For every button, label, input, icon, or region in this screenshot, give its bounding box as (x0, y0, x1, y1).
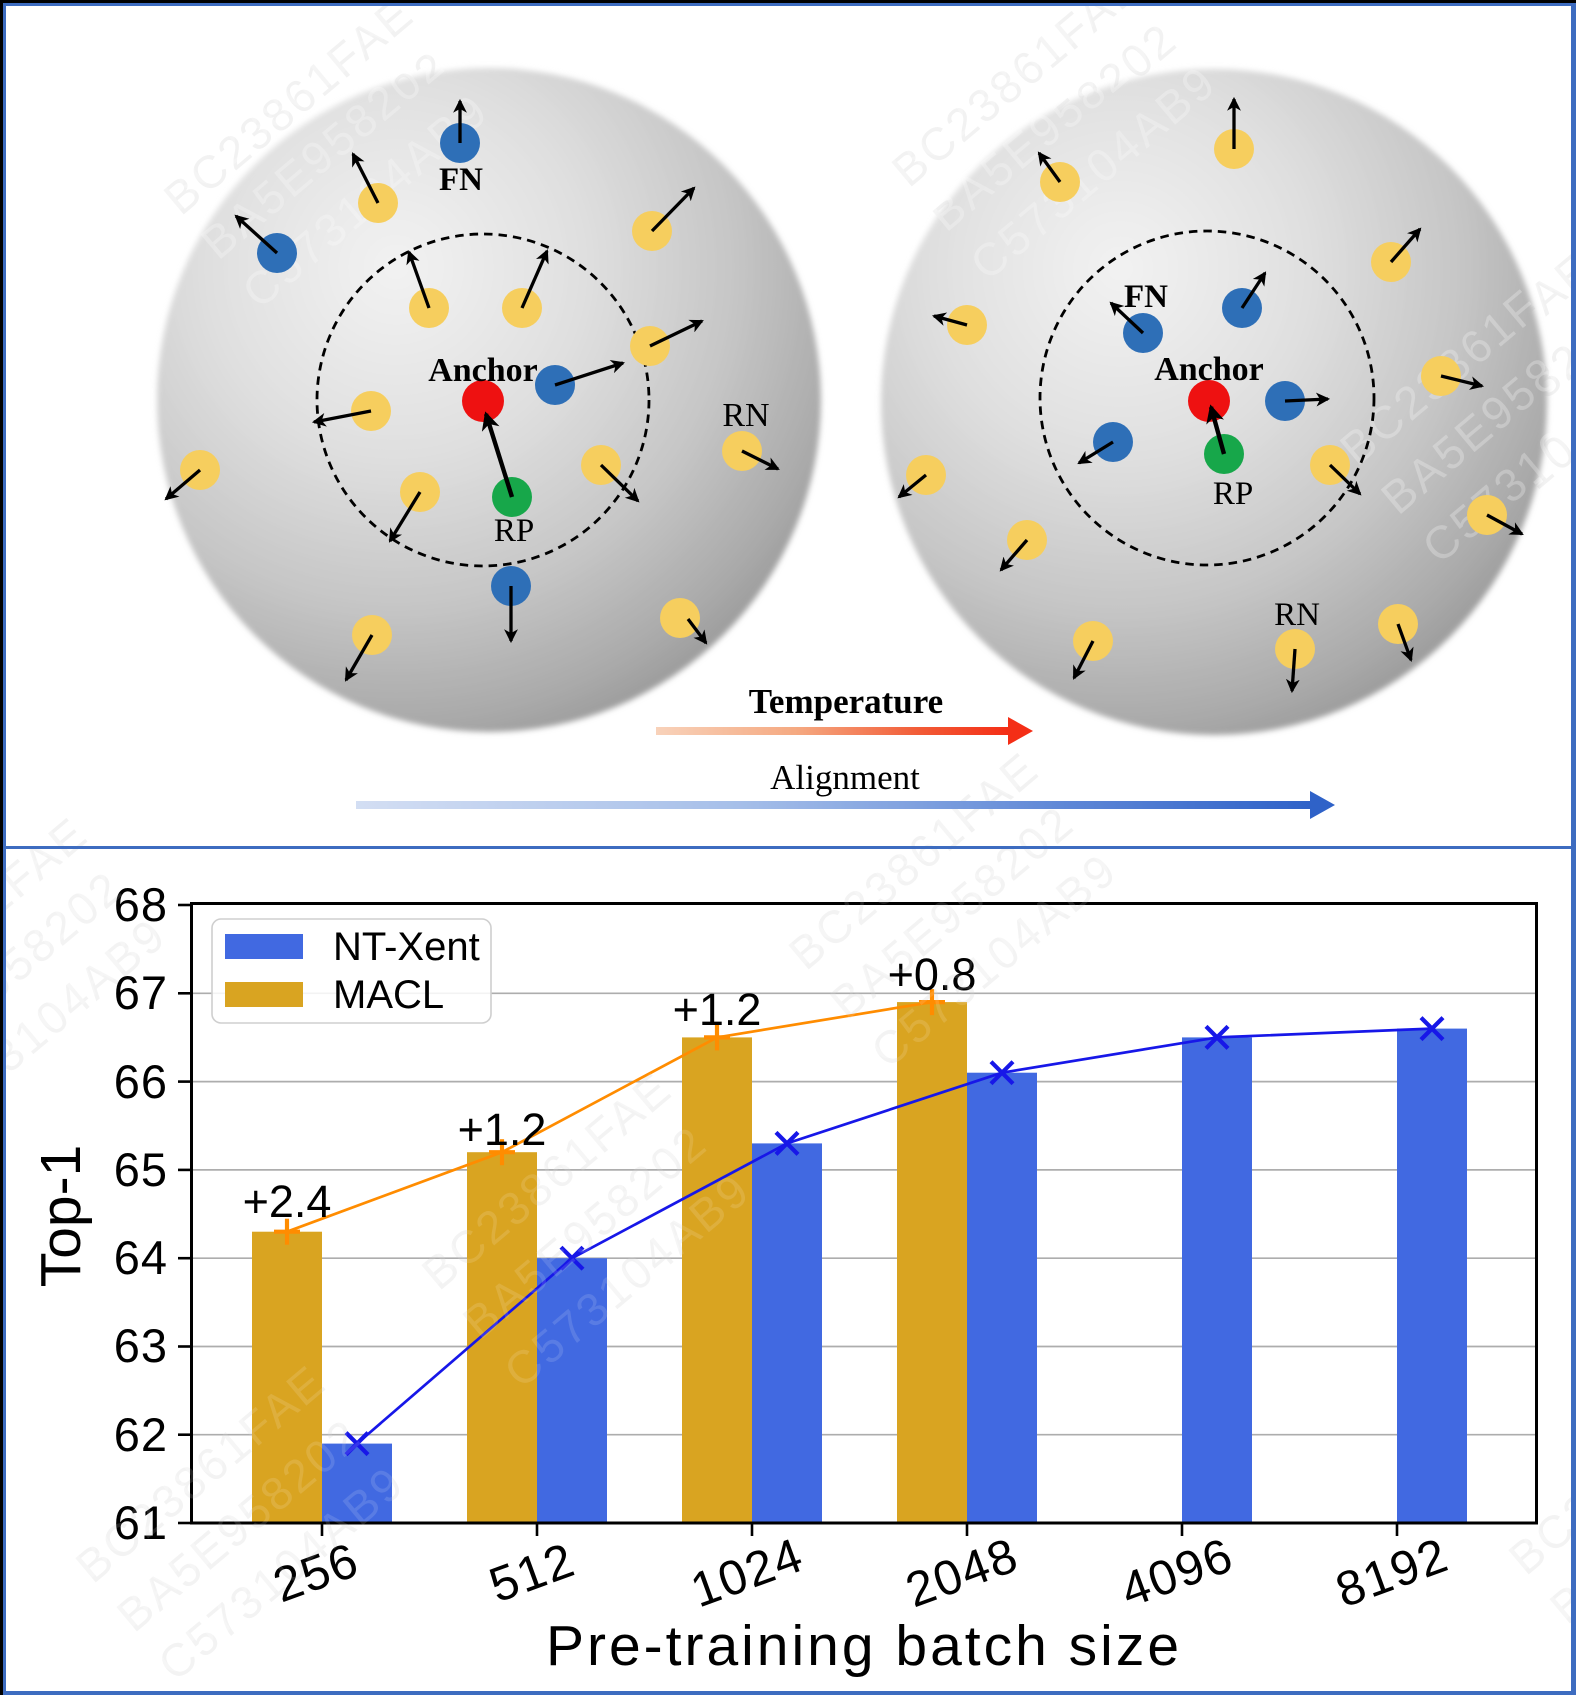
svg-text:Anchor: Anchor (1154, 351, 1264, 388)
svg-text:Pre-training batch size: Pre-training batch size (546, 1614, 1182, 1678)
svg-text:67: 67 (114, 966, 168, 1019)
svg-text:65: 65 (114, 1143, 168, 1196)
svg-text:Temperature: Temperature (749, 682, 943, 721)
svg-text:RP: RP (1213, 476, 1253, 512)
svg-text:FN: FN (1124, 279, 1168, 315)
svg-text:+1.2: +1.2 (458, 1104, 547, 1155)
svg-text:62: 62 (114, 1408, 168, 1461)
svg-text:64: 64 (114, 1231, 168, 1284)
svg-text:1024: 1024 (684, 1528, 811, 1618)
svg-text:Anchor: Anchor (428, 352, 538, 389)
svg-text:FN: FN (439, 162, 483, 198)
svg-text:2048: 2048 (899, 1528, 1026, 1618)
svg-text:68: 68 (114, 878, 168, 931)
svg-text:Alignment: Alignment (770, 758, 920, 797)
svg-text:Top-1: Top-1 (29, 1145, 93, 1288)
svg-text:RN: RN (722, 397, 769, 434)
svg-text:RN: RN (1274, 597, 1320, 633)
svg-text:66: 66 (114, 1055, 168, 1108)
svg-text:MACL: MACL (333, 973, 444, 1017)
svg-text:NT-Xent: NT-Xent (333, 925, 480, 969)
svg-text:4096: 4096 (1114, 1528, 1241, 1618)
svg-text:63: 63 (114, 1319, 168, 1372)
svg-text:RP: RP (494, 513, 534, 549)
svg-text:+0.8: +0.8 (888, 949, 977, 1000)
svg-text:+1.2: +1.2 (673, 984, 762, 1035)
svg-text:8192: 8192 (1329, 1528, 1456, 1618)
svg-text:61: 61 (114, 1496, 168, 1549)
svg-text:512: 512 (483, 1533, 583, 1613)
svg-text:+2.4: +2.4 (243, 1176, 332, 1227)
